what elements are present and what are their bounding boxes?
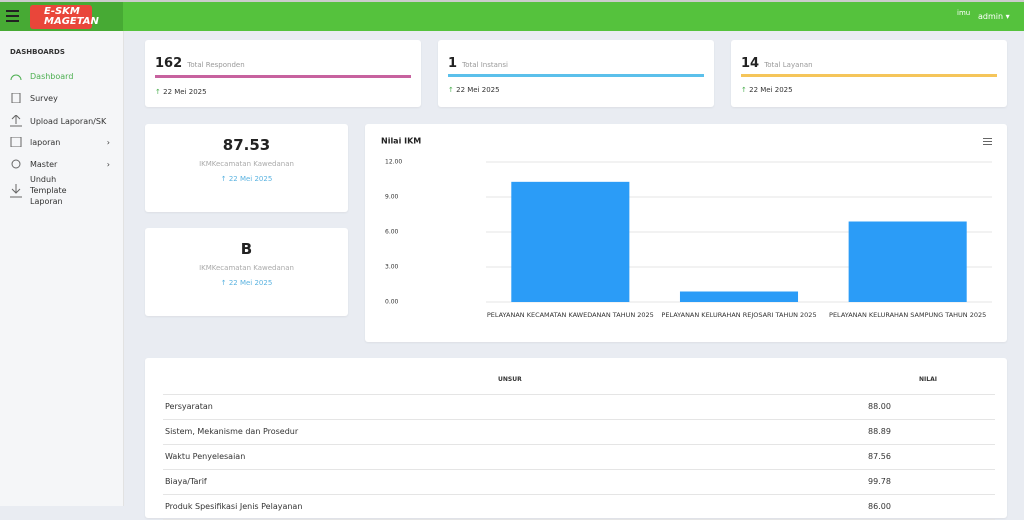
- icon: [11, 93, 21, 103]
- table: UNSUR NILAI Persyaratan 88.00 Sistem, Mekan…: [145, 358, 1007, 520]
- sidebar-section: DASHBOARDS: [10, 48, 65, 56]
- ikm-card: B IKMKecamatan Kawedanan ↑ 22 Mei 2025: [145, 228, 348, 316]
- top-border: [0, 0, 1024, 2]
- table-row: Produk Spesifikasi Jenis Pelayanan 86.00: [163, 494, 995, 520]
- user-avatar: imu: [957, 9, 971, 17]
- y-tick-label: 9.00: [385, 194, 399, 201]
- chart-title: Nilai IKM: [381, 137, 421, 146]
- nav-item[interactable]: Upload Laporan/SK: [10, 115, 106, 127]
- stat-bar: [448, 74, 704, 77]
- icon: [10, 183, 22, 197]
- logo[interactable]: E-SKM MAGETAN: [30, 5, 99, 29]
- sidebar: [0, 31, 124, 506]
- nav-item[interactable]: Master ›: [10, 158, 110, 170]
- stat-bar: [155, 75, 411, 78]
- ikm-date: ↑ 22 Mei 2025: [220, 175, 273, 183]
- label-cell: Sistem, Mekanisme dan Prosedur: [165, 427, 299, 436]
- nav-item[interactable]: Dashboard: [10, 71, 73, 81]
- ikm-grade: B: [240, 240, 253, 258]
- user-name: admin: [978, 12, 1004, 21]
- header-cell: NILAI: [919, 376, 937, 383]
- header-cell: UNSUR: [498, 376, 522, 383]
- label-cell: Waktu Penyelesaian: [165, 452, 246, 461]
- table-row: Waktu Penyelesaian 87.56: [163, 444, 995, 470]
- ikm-label: IKMKecamatan Kawedanan: [199, 160, 294, 168]
- icon: [10, 115, 22, 127]
- x-tick-label: PELAYANAN KELURAHAN SAMPUNG TAHUN 2025: [829, 311, 986, 319]
- stat-date: ↑ 22 Mei 2025: [741, 86, 793, 94]
- nav-item[interactable]: Unduh Template Laporan: [10, 174, 90, 207]
- stat-value: 14: [741, 56, 760, 71]
- table-row: Persyaratan 88.00: [163, 394, 995, 420]
- bar: [511, 181, 630, 302]
- stat-card: 162 Total Responden ↑ 22 Mei 2025: [145, 40, 421, 107]
- date-text: 22 Mei 2025: [228, 279, 273, 287]
- table-header: UNSUR NILAI: [163, 368, 995, 395]
- chart: Nilai IKM 0.00 3.00 6.00 9.00 12.00 PELAYANAN…: [381, 137, 992, 319]
- value-cell: 86.00: [868, 502, 891, 511]
- icon: [11, 159, 21, 169]
- stat-date: ↑ 22 Mei 2025: [448, 86, 500, 94]
- y-tick-label: 3.00: [385, 264, 399, 271]
- stat-card: 1 Total Instansi ↑ 22 Mei 2025: [438, 40, 714, 107]
- ikm-value: 87.53: [222, 136, 271, 154]
- nav-item[interactable]: laporan ›: [10, 137, 110, 147]
- stat-card: 14 Total Layanan ↑ 22 Mei 2025: [731, 40, 1007, 107]
- y-tick-label: 12.00: [385, 159, 402, 166]
- label-cell: Biaya/Tarif: [165, 477, 207, 486]
- stat-label: Total Responden: [187, 61, 245, 69]
- user-menu[interactable]: admin ▾: [978, 12, 1010, 21]
- y-tick-label: 6.00: [385, 229, 399, 236]
- ikm-date: ↑ 22 Mei 2025: [220, 279, 273, 287]
- x-tick-label: PELAYANAN KECAMATAN KAWEDANAN TAHUN 2025: [487, 311, 654, 319]
- nav-label: Master: [30, 159, 58, 169]
- nav-label: Upload Laporan/SK: [30, 116, 107, 126]
- ikm-card: 87.53 IKMKecamatan Kawedanan ↑ 22 Mei 20…: [145, 124, 348, 212]
- stat-label: Total Layanan: [764, 61, 813, 69]
- date-text: 22 Mei 2025: [749, 86, 793, 94]
- stat-value: 162: [155, 56, 183, 71]
- date-text: 22 Mei 2025: [163, 88, 207, 96]
- value-cell: 88.89: [868, 427, 891, 436]
- stat-date: ↑ 22 Mei 2025: [155, 88, 207, 96]
- bar: [679, 291, 799, 302]
- y-tick-label: 0.00: [385, 299, 399, 306]
- chart-menu[interactable]: [983, 138, 992, 145]
- date-text: 22 Mei 2025: [456, 86, 500, 94]
- icon: [10, 137, 22, 147]
- table-row: Sistem, Mekanisme dan Prosedur 88.89: [163, 419, 995, 445]
- nav-label: Unduh Template Laporan: [30, 175, 67, 206]
- chart-card: Nilai IKM 0.00 3.00 6.00 9.00 12.00 PELAYANAN…: [365, 124, 1007, 342]
- label-cell: Persyaratan: [165, 402, 213, 411]
- label-cell: Produk Spesifikasi Jenis Pelayanan: [165, 502, 303, 511]
- value-cell: 87.56: [868, 452, 891, 461]
- table-row: Biaya/Tarif 99.78: [163, 469, 995, 495]
- stat-value: 1: [448, 56, 458, 71]
- value-cell: 88.00: [868, 402, 891, 411]
- nav-label: Survey: [30, 93, 58, 103]
- date-text: 22 Mei 2025: [228, 175, 273, 183]
- menu-toggle[interactable]: [6, 10, 20, 22]
- stat-bar: [741, 74, 997, 77]
- value-cell: 99.78: [868, 477, 891, 486]
- bar: [848, 221, 967, 302]
- stat-label: Total Instansi: [462, 61, 508, 69]
- x-tick-label: PELAYANAN KELURAHAN REJOSARI TAHUN 2025: [661, 311, 816, 319]
- nav-item[interactable]: Survey: [10, 93, 58, 103]
- ikm-label: IKMKecamatan Kawedanan: [199, 264, 294, 272]
- icon: [10, 74, 22, 81]
- nav-label: laporan: [30, 137, 61, 147]
- navbar: [0, 2, 1024, 31]
- nav-label: Dashboard: [30, 71, 74, 81]
